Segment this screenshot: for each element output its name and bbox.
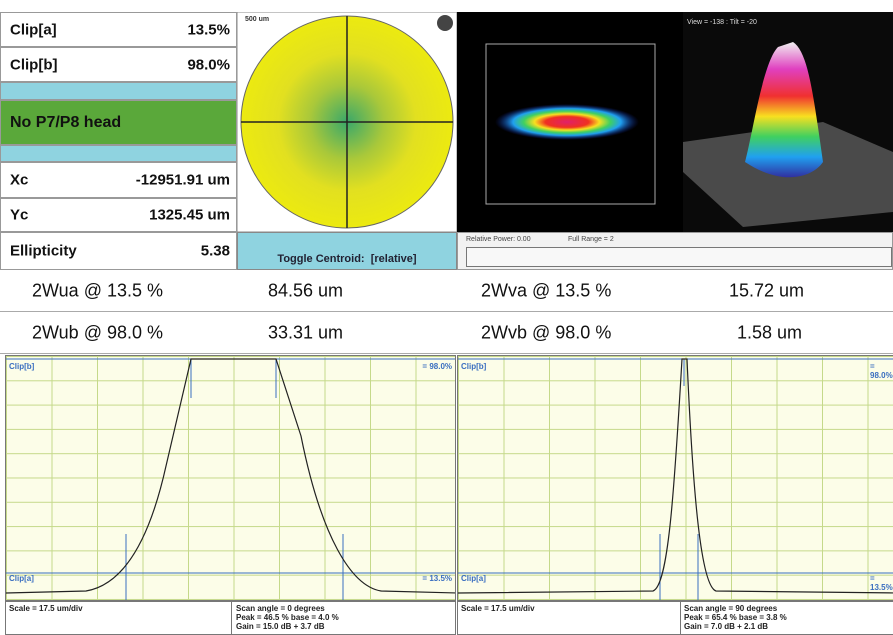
power-panel: Relative Power: 0.00 Full Range = 2 [457,232,893,270]
scan-text: Scan angle = 90 degrees [684,604,777,613]
readout-value: 98.0% [187,56,230,73]
width-value: 33.31 um [268,322,343,343]
readout-value: 5.38 [201,243,230,260]
clip-a-label: Clip[a] [461,574,486,583]
width-label: 2Wub @ 98.0 % [32,322,163,343]
width-label: 2Wvb @ 98.0 % [481,322,611,343]
profile-plot: Clip[b] Clip[a] = 98.0% = 13.5% [457,355,893,601]
readout-row: Clip[a] 13.5% [0,12,237,47]
width-value: 1.58 um [737,322,802,343]
toggle-centroid-button[interactable]: Toggle Centroid: [relative] [237,232,457,270]
beam-2d-view [457,12,683,232]
width-label: 2Wua @ 13.5 % [32,280,163,301]
peak-text: Peak = 46.5 % base = 4.0 % [236,613,339,622]
profile-footer: Scale = 17.5 um/div Scan angle = 0 degre… [5,601,456,635]
readout-label: Yc [10,207,28,224]
width-value: 84.56 um [268,280,343,301]
status-bar: No P7/P8 head [0,100,237,145]
readout-value: 1325.45 um [149,207,230,224]
readout-label: Ellipticity [10,243,77,260]
scale-text: Scale = 17.5 um/div [461,604,535,613]
readout-row: Ellipticity 5.38 [0,232,237,270]
scan-text: Scan angle = 0 degrees [236,604,325,613]
readout-label: Clip[b] [10,56,57,73]
button-label: Toggle Centroid: [relative] [277,253,416,265]
width-label: 2Wva @ 13.5 % [481,280,611,301]
gain-text: Gain = 7.0 dB + 2.1 dB [684,622,768,631]
width-row: 2Wua @ 13.5 % 84.56 um [0,270,457,312]
level-b-label: = 98.0% [422,362,452,371]
readout-row: Clip[b] 98.0% [0,47,237,82]
level-b-label: = 98.0% [870,362,893,380]
profile-curve-area [458,356,893,601]
power-bar [466,247,892,267]
profile-plot: Clip[b] Clip[a] = 98.0% = 13.5% [5,355,456,601]
level-a-label: = 13.5% [870,574,893,592]
readout-row: Xc -12951.91 um [0,162,237,198]
status-text: No P7/P8 head [10,114,121,132]
full-range: Full Range = 2 [568,236,614,243]
clip-a-label: Clip[a] [9,574,34,583]
app-window: Clip[a]13.5% Clip[b]98.0% No P7/P8 head … [0,0,893,635]
separator [0,82,237,100]
view-label: View = -138 : Tilt = -20 [687,19,757,26]
profile-footer: Scale = 17.5 um/div Scan angle = 90 degr… [457,601,893,635]
profile-curve-area [6,356,456,601]
beam-3d-view: View = -138 : Tilt = -20 [683,12,893,232]
scale-text: Scale = 17.5 um/div [9,604,83,613]
width-row: 2Wvb @ 98.0 % 1.58 um [457,312,893,354]
aperture-view: 500 um [237,12,457,232]
readout-label: Xc [10,172,28,189]
separator [0,145,237,162]
peak-text: Peak = 65.4 % base = 3.8 % [684,613,787,622]
readout-value: -12951.91 um [136,172,230,189]
relative-power: Relative Power: 0.00 [466,236,531,243]
readout-value: 13.5% [187,21,230,38]
readout-label: Clip[a] [10,21,57,38]
scale-label: 500 um [245,16,269,23]
width-value: 15.72 um [729,280,804,301]
width-row: 2Wva @ 13.5 % 15.72 um [457,270,893,312]
gain-text: Gain = 15.0 dB + 3.7 dB [236,622,324,631]
clip-b-label: Clip[b] [461,362,486,371]
width-row: 2Wub @ 98.0 % 33.31 um [0,312,457,354]
readout-row: Yc 1325.45 um [0,198,237,232]
level-a-label: = 13.5% [422,574,452,583]
clip-b-label: Clip[b] [9,362,34,371]
